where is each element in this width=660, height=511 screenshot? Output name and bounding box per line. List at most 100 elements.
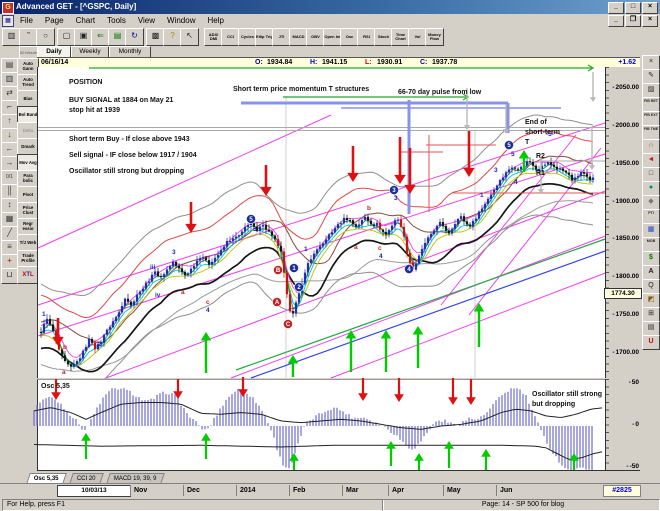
eraser-tool[interactable]: ▨ — [642, 83, 660, 98]
t-structure-down-arrow — [463, 125, 471, 130]
delete-tool[interactable]: × — [642, 55, 660, 70]
candle-body — [492, 190, 496, 195]
refresh-button[interactable]: ↻ — [125, 28, 144, 46]
open-chart-button[interactable]: ▣ — [74, 28, 93, 46]
pti-tool[interactable]: PTI — [642, 209, 660, 224]
candle-body — [219, 250, 223, 256]
fib-retrace-tool[interactable]: FIB RET — [642, 97, 660, 112]
quote-date: 06/16/14 — [41, 59, 69, 66]
candle-body — [426, 237, 430, 243]
color-tool[interactable]: ◩ — [642, 293, 660, 308]
candle-body — [222, 246, 226, 251]
open-value: 1934.84 — [267, 59, 293, 66]
wave-label: 5 — [249, 217, 253, 223]
candle-body — [420, 249, 424, 256]
matrix-tool[interactable]: ⊞ — [642, 307, 660, 322]
title-bar[interactable]: G Advanced GET - [^GSPC, Daily] _ □ × — [0, 0, 660, 14]
menu-page[interactable]: Page — [44, 16, 64, 25]
ma-line-5 — [40, 182, 594, 373]
price-tick-1900.00: 1900.00 — [612, 198, 640, 205]
candle-body — [393, 220, 397, 226]
context-help-button[interactable]: ↖ — [180, 28, 199, 46]
candle-body — [147, 281, 151, 283]
candle-body — [117, 312, 121, 318]
candle-body — [81, 350, 85, 359]
candle-body — [51, 324, 55, 331]
time-label-feb: Feb — [289, 485, 342, 496]
oscillator-pane[interactable]: Osc 5,35 Oscillator still strong but dropp… — [33, 377, 606, 477]
menu-chart[interactable]: Chart — [75, 16, 96, 25]
gann-tool[interactable]: ∩ — [642, 139, 660, 154]
ellipse-tool[interactable]: ● — [642, 181, 660, 196]
candle-body — [483, 203, 487, 209]
osc-annotation: Oscillator still strong — [532, 391, 602, 398]
candle-body — [249, 223, 253, 226]
chart-annotation: short-term — [525, 129, 560, 136]
candle-body — [405, 236, 409, 253]
wave-label-circle — [404, 264, 414, 274]
candle-body — [342, 217, 346, 224]
candle-body — [60, 349, 64, 356]
fib-extension-tool[interactable]: FIB EXT — [642, 111, 660, 126]
price-tick-1700.00: 1700.00 — [612, 349, 640, 356]
study-button-osc[interactable]: Osc — [340, 28, 359, 46]
wave-label: c — [378, 245, 382, 252]
study-button-jti[interactable]: JTI — [272, 28, 291, 46]
candle-body — [216, 255, 220, 258]
candle-body — [267, 229, 271, 232]
left-icon-15[interactable]: ⊔ — [1, 268, 18, 284]
study-trade-profile[interactable]: Trade Profile — [17, 250, 39, 268]
chart-annotation: T — [525, 139, 530, 146]
grid-tool[interactable]: ▦ — [642, 223, 660, 238]
osc-tick--50: -50 — [626, 463, 639, 470]
copy-page-tool[interactable]: ▤ — [642, 321, 660, 336]
study-button-money-flow[interactable]: Money Flow — [425, 28, 444, 46]
buy-signal-arrow — [380, 330, 392, 339]
price-current-box: 1774.30 — [604, 288, 642, 299]
oscillator-svg[interactable]: Osc 5,35 Oscillator still strong but dropp… — [33, 377, 606, 477]
mob-tool[interactable]: MOB — [642, 237, 660, 252]
expansion-tool[interactable]: ◄ — [642, 153, 660, 168]
osc-tick-50: 50 — [629, 379, 639, 386]
pitchfork-tool[interactable]: ◆ — [642, 195, 660, 210]
menu-help[interactable]: Help — [207, 16, 224, 25]
candle-body — [363, 216, 367, 220]
pencil-tool[interactable]: ✎ — [642, 69, 660, 84]
undo-tool[interactable]: U — [642, 335, 660, 350]
fib-time-tool[interactable]: FIB TME — [642, 125, 660, 140]
candle-body — [150, 274, 154, 282]
print-button[interactable]: ▩ — [146, 28, 165, 46]
zoom-in-tool[interactable]: Q — [642, 279, 660, 294]
wave-label: a — [354, 244, 358, 251]
candle-body — [72, 364, 76, 367]
price-chart-area[interactable]: 5 B 1 2 A C 3 4 5 1 b a 2 iii 3 iv a c 4 5 1 b a c 4 3 1 3 4 5 -5- POSI… — [37, 64, 613, 397]
buy-signal-arrow — [518, 150, 530, 159]
minimize-button[interactable]: _ — [608, 2, 624, 14]
rectangle-tool[interactable]: □ — [642, 167, 660, 182]
wave-label: 1 — [292, 266, 296, 272]
doc-restore-button[interactable]: ❐ — [625, 15, 641, 27]
zoom-button[interactable]: ○ — [36, 28, 55, 46]
doc-minimize-button[interactable]: _ — [608, 15, 624, 27]
text-tool[interactable]: A — [642, 265, 660, 280]
close-button[interactable]: × — [642, 2, 658, 14]
candle-body — [333, 228, 337, 233]
menu-window[interactable]: Window — [167, 16, 196, 25]
menu-view[interactable]: View — [137, 16, 156, 25]
time-label-nov: Nov — [130, 485, 183, 496]
candle-body — [246, 225, 250, 227]
osc-sell-arrow — [358, 393, 368, 401]
doc-close-button[interactable]: × — [642, 15, 658, 27]
candle-body — [165, 269, 169, 275]
candle-body — [570, 174, 574, 181]
menu-tools[interactable]: Tools — [107, 16, 126, 25]
candle-body — [558, 168, 562, 170]
study-button-time-chart[interactable]: Time Chart — [391, 28, 410, 46]
maximize-button[interactable]: □ — [625, 2, 641, 14]
stats-tool[interactable]: $ — [642, 251, 660, 266]
menu-file[interactable]: File — [20, 16, 33, 25]
price-tick-1950.00: 1950.00 — [612, 160, 640, 167]
candle-body — [153, 271, 157, 275]
